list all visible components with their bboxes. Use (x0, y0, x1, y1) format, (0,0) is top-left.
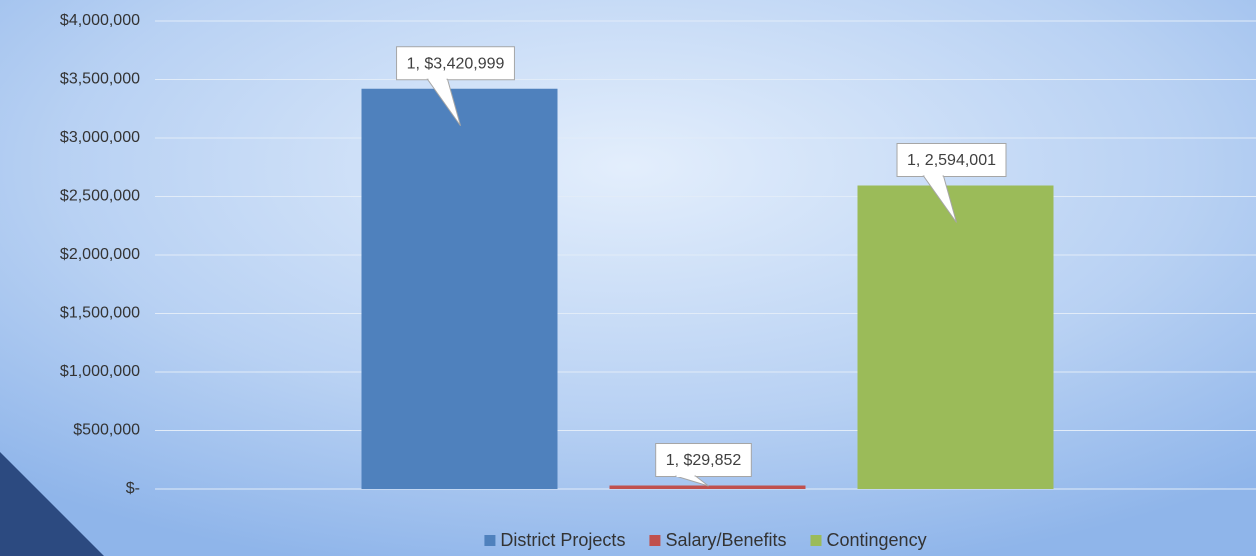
bar (361, 88, 558, 490)
data-label: 1, 2,594,001 (907, 152, 996, 169)
legend-swatch (649, 535, 661, 546)
data-label-box (896, 143, 1007, 178)
y-tick-label: $3,500,000 (60, 71, 140, 88)
legend-label: District Projects (500, 530, 625, 550)
y-tick-label: $4,000,000 (60, 12, 140, 29)
y-tick-label: $500,000 (73, 422, 140, 439)
y-tick-label: $- (126, 480, 140, 497)
legend-label: Contingency (827, 530, 927, 550)
data-label: 1, $3,420,999 (407, 55, 505, 72)
y-tick-label: $2,000,000 (60, 246, 140, 263)
corner-decoration (0, 452, 104, 556)
legend-swatch (810, 535, 822, 546)
data-label-box (396, 46, 515, 81)
data-label-box (655, 443, 752, 478)
legend-swatch (484, 535, 496, 546)
data-label: 1, $29,852 (666, 452, 742, 469)
y-tick-label: $3,000,000 (60, 129, 140, 146)
y-tick-label: $1,500,000 (60, 305, 140, 322)
y-tick-label: $1,000,000 (60, 363, 140, 380)
bar (609, 485, 806, 489)
y-tick-label: $2,500,000 (60, 188, 140, 205)
bar (857, 185, 1054, 489)
legend-label: Salary/Benefits (665, 530, 786, 550)
